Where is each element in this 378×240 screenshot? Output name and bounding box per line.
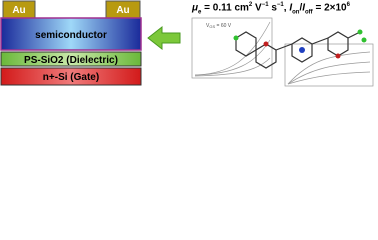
arrow — [147, 25, 181, 51]
text: off — [305, 9, 313, 16]
molecule — [235, 31, 361, 69]
text: = 0.11 cm — [201, 2, 249, 14]
text: 6 — [346, 2, 350, 8]
text: on — [292, 9, 300, 16]
text: V — [252, 2, 262, 14]
text: , — [283, 2, 290, 14]
text: −1 — [261, 2, 269, 8]
contact-label: Au — [116, 5, 129, 16]
text: I — [289, 2, 293, 14]
dielectric-layer — [0, 51, 142, 67]
layer-label: semiconductor — [35, 30, 107, 41]
atoms — [233, 29, 367, 59]
text: μ — [192, 2, 199, 14]
inset-label: VGS = 60 V — [206, 23, 232, 29]
layer-label: n+-Si (Gate) — [43, 72, 99, 83]
text: = 2×10 — [312, 2, 347, 14]
text: e — [198, 9, 202, 16]
text: s — [268, 2, 277, 14]
plots — [191, 17, 374, 87]
gate-layer — [0, 67, 142, 86]
text: V — [206, 23, 210, 29]
contact-label: Au — [12, 5, 25, 16]
text: −1 — [276, 2, 284, 8]
layer-label: PS-SiO2 (Dielectric) — [24, 55, 118, 66]
text: = 60 V — [215, 23, 232, 29]
text: 2 — [248, 2, 253, 8]
text: / — [299, 2, 303, 14]
drawing: Au Au semiconductor PS-SiO2 (Dielectric)… — [0, 0, 374, 87]
headline: μe = 0.11 cm2 V−1 s−1, Ion/Ioff = 2×106 — [192, 2, 350, 15]
text: I — [302, 2, 305, 14]
text: GS — [209, 24, 215, 29]
graphical-abstract: Au Au semiconductor PS-SiO2 (Dielectric)… — [0, 0, 378, 93]
semiconductor-layer — [0, 17, 142, 51]
